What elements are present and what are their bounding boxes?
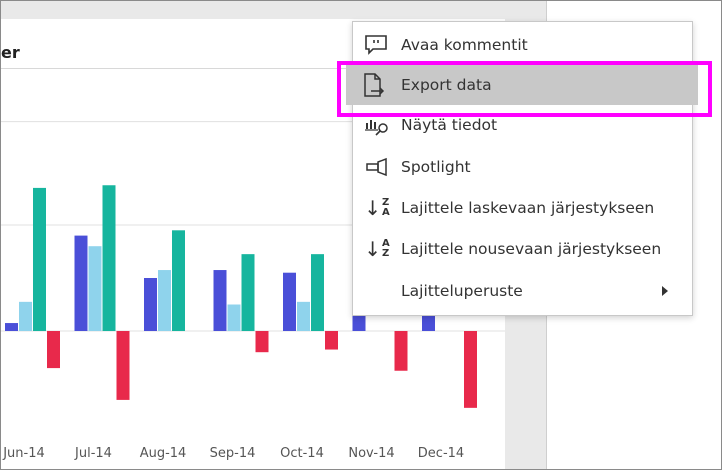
sort-descending-icon: ↓ Z A xyxy=(364,196,390,220)
menu-item-label: Näytä tiedot xyxy=(401,116,498,134)
chart-bar[interactable] xyxy=(19,301,32,331)
chart-bar[interactable] xyxy=(102,185,116,331)
visual-title: er xyxy=(1,43,20,62)
menu-item-label: Export data xyxy=(401,76,492,94)
chart-bar[interactable] xyxy=(255,331,269,353)
menu-item-sort-by[interactable]: Lajitteluperuste xyxy=(353,271,692,311)
chart-bar[interactable] xyxy=(283,272,296,331)
sort-ascending-icon: ↓ A Z xyxy=(364,237,390,261)
menu-item-sort-ascending[interactable]: ↓ A Z Lajittele nousevaan järjestykseen xyxy=(353,229,692,269)
export-icon xyxy=(346,72,401,98)
chart-bar[interactable] xyxy=(144,278,157,331)
chart-bar[interactable] xyxy=(172,230,185,331)
chart-bar[interactable] xyxy=(116,331,130,400)
bar-chart[interactable]: Jun-14 Jul-14 Aug-14 Sep-14 Oct-14 Nov-14 Dec-… xyxy=(1,69,505,470)
show-data-icon xyxy=(353,114,401,136)
menu-item-show-data[interactable]: Näytä tiedot xyxy=(353,105,692,145)
chart-bar[interactable] xyxy=(5,323,18,331)
x-tick-label: Oct-14 xyxy=(280,446,324,461)
chart-bar[interactable] xyxy=(74,235,88,331)
chart-bar[interactable] xyxy=(297,301,310,331)
x-tick-label: Aug-14 xyxy=(140,446,187,461)
chart-bar[interactable] xyxy=(227,304,241,332)
chart-bar[interactable] xyxy=(213,270,227,331)
chart-bar[interactable] xyxy=(311,254,324,331)
x-tick-label: Jul-14 xyxy=(74,446,112,461)
comment-icon xyxy=(353,34,401,56)
x-tick-label: Nov-14 xyxy=(348,446,394,461)
x-tick-label: Jun-14 xyxy=(2,446,45,461)
menu-item-label: Lajitteluperuste xyxy=(401,282,523,300)
chart-bar[interactable] xyxy=(464,331,477,408)
spotlight-icon xyxy=(353,157,401,177)
menu-item-label: Lajittele laskevaan järjestykseen xyxy=(401,199,655,217)
chart-bar[interactable] xyxy=(33,187,46,331)
menu-item-export-data[interactable]: Export data xyxy=(346,65,698,105)
chart-bar[interactable] xyxy=(241,254,255,331)
chart-bar[interactable] xyxy=(88,246,102,331)
chart-bar[interactable] xyxy=(47,331,60,369)
x-tick-label: Sep-14 xyxy=(210,446,256,461)
submenu-arrow-icon xyxy=(662,286,668,296)
chart-bar[interactable] xyxy=(394,331,408,371)
chart-bar[interactable] xyxy=(325,331,338,350)
menu-item-sort-descending[interactable]: ↓ Z A Lajittele laskevaan järjestykseen xyxy=(353,188,692,228)
menu-item-label: Avaa kommentit xyxy=(401,36,528,54)
menu-item-label: Lajittele nousevaan järjestykseen xyxy=(401,240,662,258)
context-menu: Avaa kommentit Export data xyxy=(346,21,698,316)
x-tick-label: Dec-14 xyxy=(418,446,464,461)
menu-item-spotlight[interactable]: Spotlight xyxy=(353,147,692,187)
menu-item-label: Spotlight xyxy=(401,158,471,176)
menu-item-open-comments[interactable]: Avaa kommentit xyxy=(353,25,692,65)
chart-bar[interactable] xyxy=(158,270,171,331)
